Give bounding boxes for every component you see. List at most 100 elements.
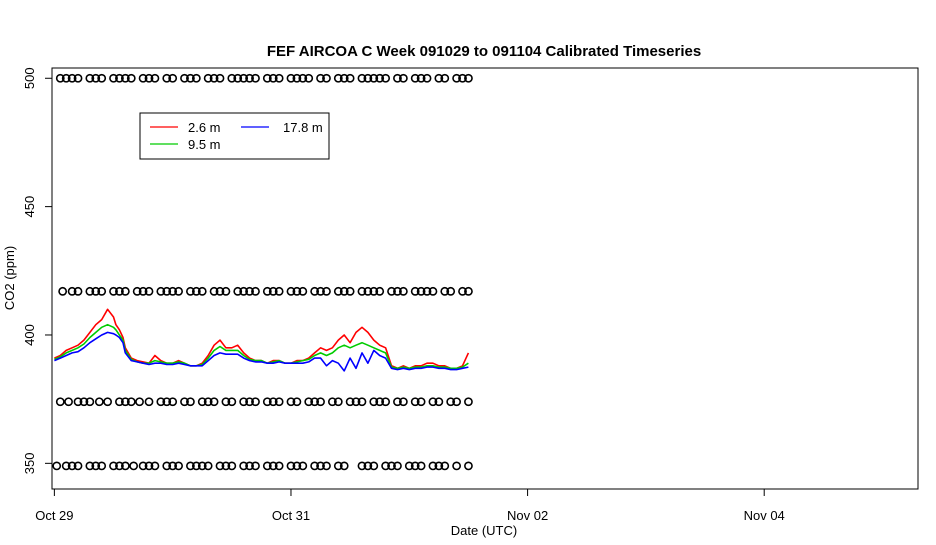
flags-500-marker-33 bbox=[304, 73, 314, 83]
flags-374-marker-37 bbox=[357, 397, 367, 407]
flags-374-marker-43 bbox=[410, 397, 420, 407]
flags-500-marker-8 bbox=[115, 73, 124, 83]
flags-349-marker-6 bbox=[97, 461, 107, 471]
flags-500-marker-28 bbox=[268, 73, 278, 83]
flags-500-marker-0 bbox=[55, 73, 65, 83]
flags-500-marker-4 bbox=[85, 73, 95, 83]
x-tick-label-3: Nov 04 bbox=[744, 508, 785, 523]
flags-349-marker-5 bbox=[91, 461, 101, 471]
flags-417-marker-51 bbox=[458, 286, 467, 296]
flags-417-marker-52 bbox=[464, 286, 473, 296]
legend-label-0: 2.6 m bbox=[188, 120, 221, 135]
flags-349-marker-15 bbox=[168, 461, 178, 471]
flags-349-marker-46 bbox=[416, 461, 426, 471]
series-line-0 bbox=[54, 308, 470, 370]
x-tick-label-0: Oct 29 bbox=[35, 508, 73, 523]
flags-374-marker-7 bbox=[115, 397, 124, 407]
flags-374-marker-25 bbox=[262, 397, 272, 407]
flags-349-marker-23 bbox=[227, 461, 237, 471]
flags-374-marker-0 bbox=[55, 397, 65, 407]
flags-500-marker-11 bbox=[138, 73, 148, 83]
flags-500-marker-13 bbox=[150, 73, 160, 83]
flags-374-marker-24 bbox=[251, 397, 260, 407]
flags-417-marker-12 bbox=[156, 286, 166, 296]
flags-349-marker-36 bbox=[333, 461, 343, 471]
flags-374-marker-42 bbox=[398, 397, 408, 407]
flags-417-marker-37 bbox=[345, 286, 355, 296]
flags-349-marker-25 bbox=[245, 461, 254, 471]
series-lines bbox=[54, 308, 470, 372]
flags-500-marker-2 bbox=[67, 73, 77, 83]
flags-374-marker-19 bbox=[209, 397, 219, 407]
flags-500-marker-12 bbox=[144, 73, 154, 83]
flags-500-marker-42 bbox=[375, 73, 385, 83]
flags-349-marker-16 bbox=[174, 461, 183, 471]
flags-417-marker-41 bbox=[375, 286, 385, 296]
flags-500-marker-32 bbox=[298, 73, 308, 83]
y-axis: 350 400 450 500 bbox=[22, 67, 52, 474]
flags-417-marker-26 bbox=[262, 286, 272, 296]
flags-349-marker-50 bbox=[452, 461, 462, 471]
flags-374-marker-17 bbox=[197, 397, 207, 407]
flags-417-marker-18 bbox=[197, 286, 207, 296]
flags-500-marker-52 bbox=[458, 73, 467, 83]
flags-417-marker-16 bbox=[186, 286, 195, 296]
flags-374-marker-27 bbox=[274, 397, 284, 407]
flags-349-marker-14 bbox=[162, 461, 172, 471]
flags-500 bbox=[55, 73, 473, 83]
flags-349-marker-45 bbox=[410, 461, 420, 471]
flags-417-marker-44 bbox=[398, 286, 408, 296]
series-line-2 bbox=[54, 331, 469, 372]
flags-417-marker-36 bbox=[339, 286, 349, 296]
flags-349-marker-29 bbox=[274, 461, 284, 471]
flags-349-marker-44 bbox=[404, 461, 414, 471]
flags-500-marker-9 bbox=[120, 73, 130, 83]
flags-500-marker-17 bbox=[186, 73, 195, 83]
flags-374-marker-45 bbox=[428, 397, 438, 407]
flags-349-marker-28 bbox=[268, 461, 278, 471]
flags-417-marker-0 bbox=[58, 286, 68, 296]
flags-349-marker-1 bbox=[61, 461, 71, 471]
flags-349-marker-13 bbox=[150, 461, 160, 471]
flags-500-marker-22 bbox=[227, 73, 237, 83]
flags-417-marker-15 bbox=[174, 286, 183, 296]
flags-349-marker-51 bbox=[464, 461, 473, 471]
flags-500-marker-51 bbox=[452, 73, 462, 83]
x-axis-label: Date (UTC) bbox=[451, 523, 517, 538]
flags-417-marker-31 bbox=[298, 286, 308, 296]
flags-500-marker-49 bbox=[434, 73, 444, 83]
flags-417-marker-34 bbox=[322, 286, 331, 296]
flags-349-marker-19 bbox=[197, 461, 207, 471]
flags-349-marker-31 bbox=[292, 461, 302, 471]
flags-417-marker-25 bbox=[251, 286, 260, 296]
flags-417-marker-33 bbox=[316, 286, 325, 296]
flags-374-marker-13 bbox=[162, 397, 172, 407]
flags-500-marker-50 bbox=[440, 73, 450, 83]
flags-349-marker-42 bbox=[387, 461, 396, 471]
flags-417 bbox=[58, 286, 473, 296]
flags-500-marker-29 bbox=[274, 73, 284, 83]
flags-349-marker-47 bbox=[428, 461, 438, 471]
flags-349-marker-27 bbox=[262, 461, 272, 471]
flags-374-marker-47 bbox=[446, 397, 456, 407]
flags-500-marker-18 bbox=[191, 73, 201, 83]
flags-417-marker-49 bbox=[440, 286, 450, 296]
flags-374-marker-3 bbox=[79, 397, 89, 407]
y-axis-label: CO2 (ppm) bbox=[2, 246, 17, 310]
flags-500-marker-26 bbox=[251, 73, 260, 83]
series-line-1 bbox=[54, 323, 469, 370]
flags-417-marker-30 bbox=[292, 286, 302, 296]
flags-374-marker-20 bbox=[221, 397, 231, 407]
flags-374-marker-41 bbox=[393, 397, 402, 407]
flags-417-marker-50 bbox=[446, 286, 456, 296]
flags-349-marker-22 bbox=[221, 461, 231, 471]
flags-374-marker-38 bbox=[369, 397, 379, 407]
flags-374-marker-6 bbox=[103, 397, 113, 407]
flags-417-marker-40 bbox=[369, 286, 379, 296]
flags-349-marker-24 bbox=[239, 461, 249, 471]
flags-374-marker-33 bbox=[327, 397, 337, 407]
flags-500-marker-30 bbox=[286, 73, 296, 83]
flags-500-marker-20 bbox=[209, 73, 219, 83]
